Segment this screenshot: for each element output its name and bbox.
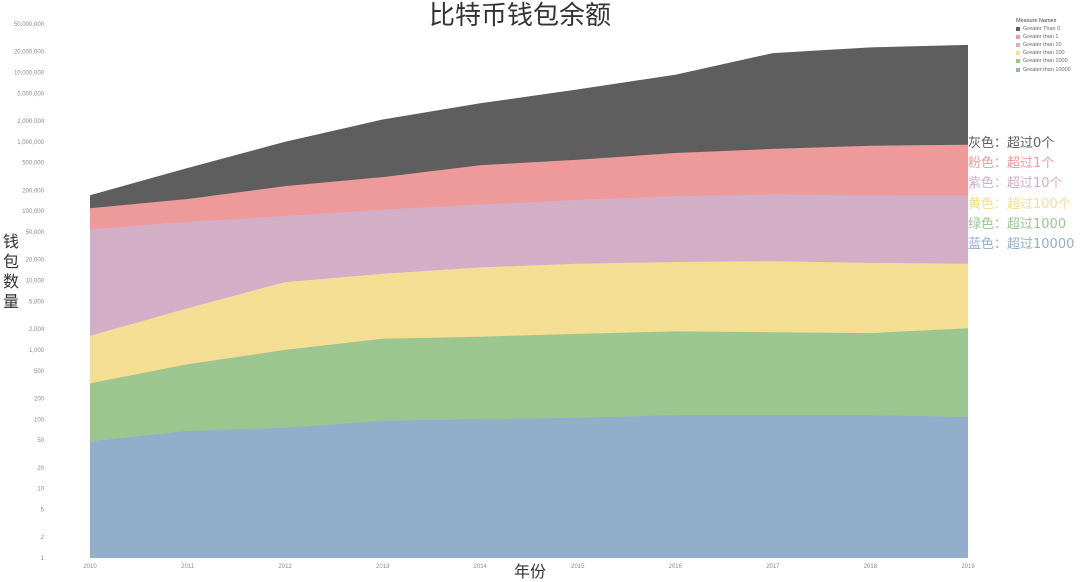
legend-label: Greater than 10000 — [1023, 66, 1071, 73]
legend-label: Greater than 1000 — [1023, 58, 1068, 65]
x-tick-label: 2017 — [766, 564, 780, 570]
y-tick-label: 5,000,000 — [17, 91, 44, 97]
legend-swatch — [1016, 43, 1020, 48]
area-series-5 — [90, 415, 968, 558]
legend-swatch — [1016, 59, 1020, 64]
y-tick-label: 200 — [34, 396, 45, 402]
y-tick-label: 2 — [41, 535, 45, 541]
y-tick-label: 10 — [37, 487, 44, 493]
legend-entry: Greater than 100 — [1016, 49, 1071, 57]
x-tick-label: 2016 — [669, 564, 683, 570]
y-tick-label: 5 — [41, 508, 45, 514]
x-tick-label: 2012 — [278, 564, 292, 570]
y-tick-label: 500,000 — [22, 161, 44, 167]
y-tick-label: 100 — [34, 417, 45, 423]
color-annotation: 紫色：超过10个 — [968, 176, 1063, 192]
y-tick-label: 1,000 — [29, 348, 45, 354]
legend-entry: Greater than 1 — [1016, 33, 1071, 41]
legend-label: Greater than 1 — [1023, 34, 1059, 41]
x-tick-label: 2015 — [571, 564, 585, 570]
x-axis-label: 年份 — [513, 562, 546, 581]
legend-swatch — [1016, 51, 1020, 56]
legend: Measure Names Greater Than 0 Greater than… — [1016, 18, 1071, 74]
y-tick-label: 50 — [37, 438, 44, 444]
color-annotation: 黄色：超过100个 — [968, 196, 1071, 212]
y-tick-label: 5,000 — [29, 299, 45, 305]
legend-entry: Greater than 10000 — [1016, 65, 1071, 73]
x-tick-label: 2018 — [864, 564, 878, 570]
y-tick-label: 2,000 — [29, 327, 45, 333]
legend-label: Greater than 100 — [1023, 50, 1065, 57]
y-tick-label: 500 — [34, 369, 45, 375]
color-annotations: 灰色：超过0个 粉色：超过1个 紫色：超过10个 黄色：超过100个 绿色：超过1000… — [968, 134, 1074, 255]
legend-label: Greater Than 0 — [1023, 26, 1061, 33]
color-annotation: 灰色：超过0个 — [968, 136, 1055, 151]
x-tick-label: 2019 — [961, 564, 975, 570]
y-axis: 1 2 5 10 20 50 100 200 500 1,000 2,000 5,000 10,000 2… — [14, 22, 45, 562]
y-tick-label: 20,000 — [26, 258, 45, 264]
y-tick-label: 50,000 — [26, 230, 45, 236]
y-tick-label: 1,000,000 — [17, 140, 44, 146]
legend-swatch — [1016, 27, 1020, 32]
x-tick-label: 2011 — [181, 564, 195, 570]
y-tick-label: 20,000,000 — [14, 50, 45, 56]
x-axis: 2010 2011 2012 2013 2014 2015 2016 2017 2018 2019 — [83, 564, 975, 570]
color-annotation: 绿色：超过1000 — [968, 216, 1067, 232]
chart-title: 比特币钱包余额 — [428, 1, 611, 31]
y-tick-label: 100,000 — [22, 209, 44, 215]
y-tick-label: 50,000,000 — [14, 22, 45, 28]
legend-entry: Greater than 10 — [1016, 41, 1071, 49]
legend-swatch — [1016, 35, 1020, 40]
y-tick-label: 10,000,000 — [14, 71, 45, 77]
x-tick-label: 2014 — [474, 564, 488, 570]
y-tick-label: 20 — [37, 466, 44, 472]
y-tick-label: 2,000,000 — [17, 119, 44, 125]
legend-title: Measure Names — [1016, 18, 1057, 24]
color-annotation: 蓝色：超过10000 — [968, 237, 1075, 253]
legend-items: Greater Than 0 Greater than 1 Greater than… — [1016, 25, 1071, 74]
y-tick-label: 200,000 — [22, 188, 44, 194]
legend-entry: Greater Than 0 — [1016, 25, 1071, 33]
x-tick-label: 2010 — [83, 564, 97, 570]
area-layer — [90, 44, 968, 559]
y-tick-label: 1 — [41, 556, 45, 562]
legend-label: Greater than 10 — [1023, 42, 1062, 49]
color-annotation: 粉色：超过1个 — [968, 156, 1055, 172]
legend-swatch — [1016, 67, 1020, 72]
y-axis-label: 钱包数量 — [2, 232, 19, 311]
legend-entry: Greater than 1000 — [1016, 57, 1071, 65]
x-tick-label: 2013 — [376, 564, 390, 570]
y-tick-label: 10,000 — [26, 279, 45, 285]
